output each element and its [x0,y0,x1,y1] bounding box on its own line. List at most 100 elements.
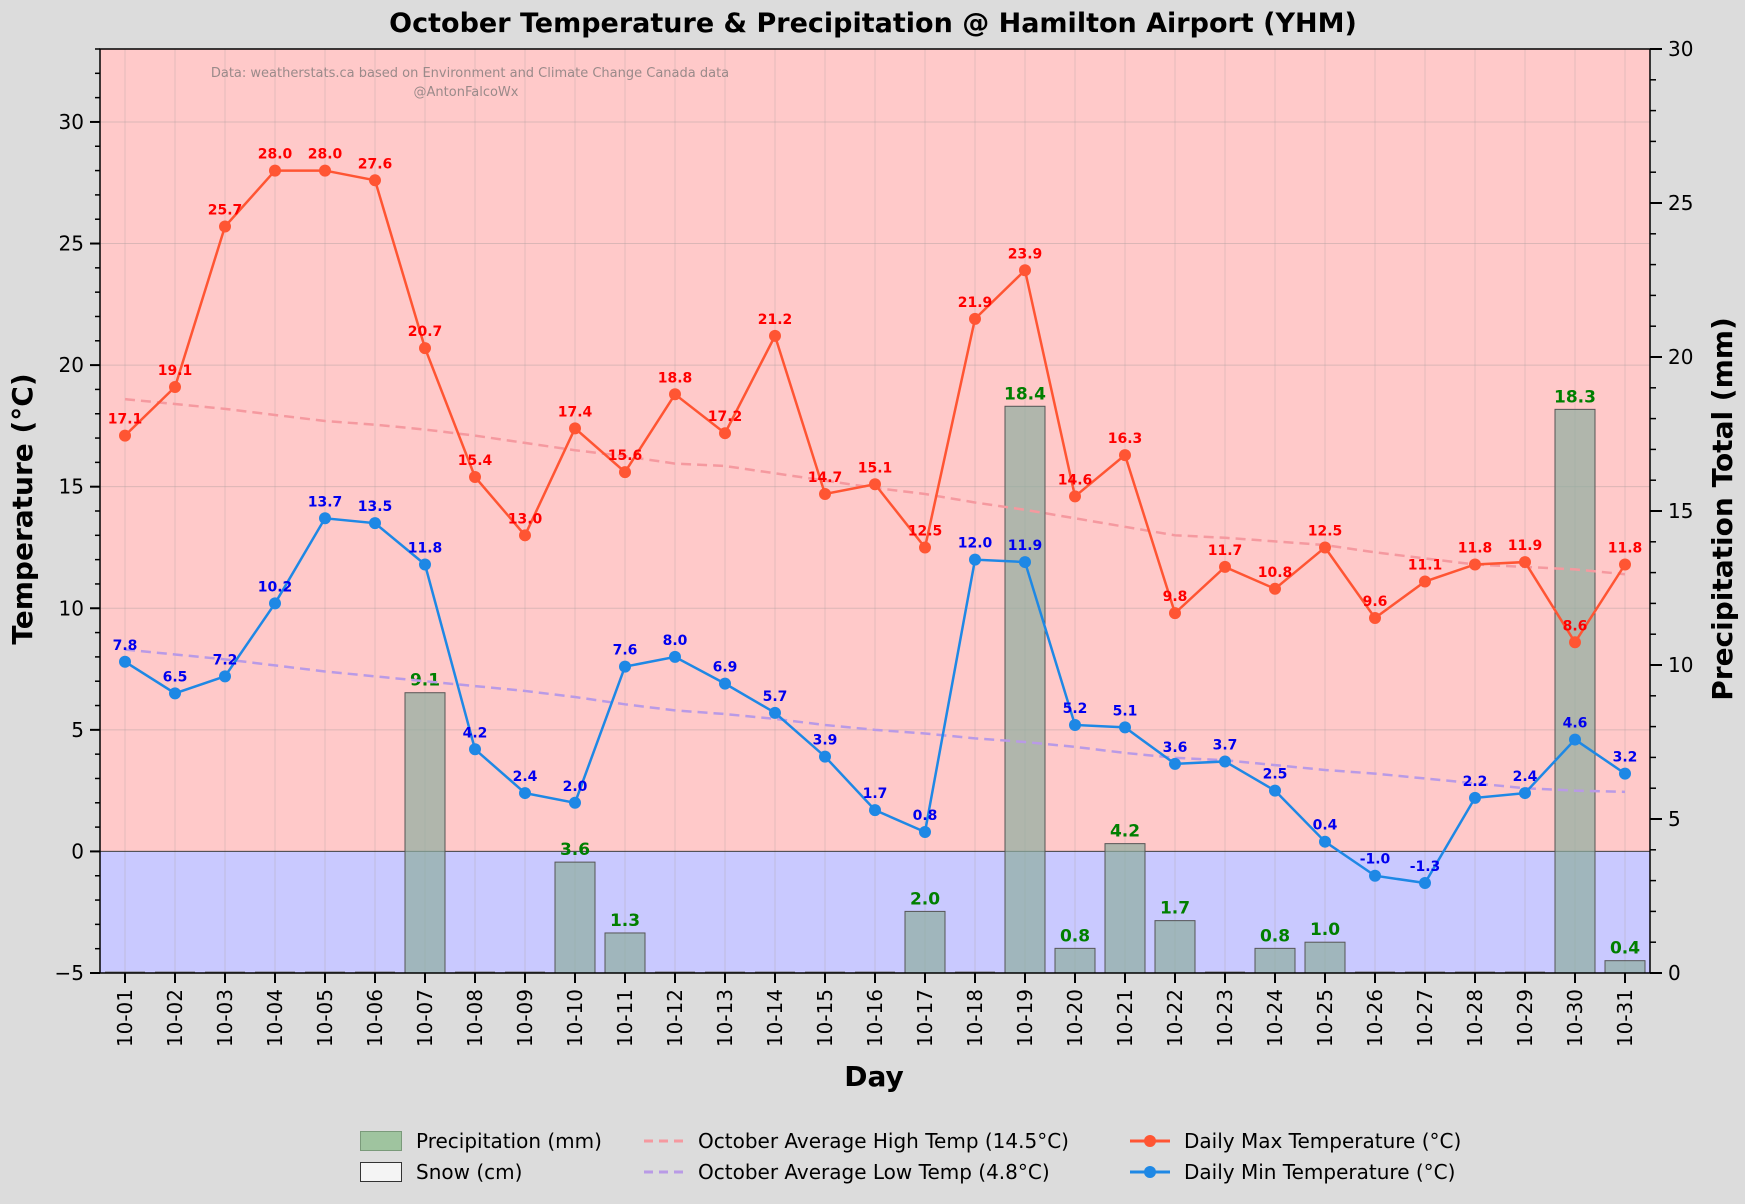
max-temp-point [169,380,181,393]
max-temp-value-label: 16.3 [1108,431,1143,447]
min-temp-value-label: 6.5 [163,669,188,685]
legend-label: October Average Low Temp (4.8°C) [698,1160,1050,1184]
precip-bar [1254,947,1296,974]
min-temp-point [619,660,631,673]
min-temp-point [1369,869,1381,882]
x-tick-label: 10-26 [1363,989,1387,1047]
x-tick-label: 10-08 [463,989,487,1047]
min-temp-value-label: 10.2 [258,579,293,595]
max-temp-point [1369,611,1381,624]
precip-bar [404,692,446,974]
min-temp-point [119,655,131,668]
x-tick-label: 10-22 [1163,989,1187,1047]
y-axis-right-label: Precipitation Total (mm) [1706,317,1739,701]
min-temp-point [669,650,681,663]
min-temp-value-label: 4.6 [1563,716,1588,732]
max-temp-value-label: 14.7 [808,470,843,486]
y-right-tick-label: 0 [1668,961,1681,985]
max-temp-value-label: 17.2 [708,409,743,425]
precip-swatch [360,1131,402,1151]
x-tick-label: 10-12 [663,989,687,1047]
watermark-source: Data: weatherstats.ca based on Environme… [211,66,729,81]
max-temp-point [119,429,131,442]
min-temp-point [819,750,831,763]
min-line-swatch [1130,1166,1170,1178]
max-temp-point [469,470,481,483]
max-temp-value-label: 9.6 [1363,594,1388,610]
y-right-tick-label: 5 [1668,807,1681,831]
max-temp-value-label: 20.7 [408,324,443,340]
max-temp-value-label: 11.8 [1458,540,1493,556]
precip-bar [1004,405,1046,974]
max-temp-value-label: 12.5 [1308,523,1343,539]
max-temp-point [869,478,881,491]
min-temp-value-label: 7.8 [113,638,138,654]
min-temp-value-label: 5.7 [763,689,788,705]
min-temp-point [1519,787,1531,800]
min-temp-value-label: 2.0 [563,779,588,795]
min-temp-point [1219,755,1231,768]
max-temp-value-label: 23.9 [1008,246,1043,262]
min-temp-value-label: 7.6 [613,643,638,659]
precip-bar [1104,843,1146,974]
x-tick-label: 10-31 [1613,989,1637,1047]
min-temp-value-label: 3.2 [1613,750,1638,766]
max-temp-point [1519,556,1531,569]
x-tick-label: 10-20 [1063,989,1087,1047]
min-temp-point [269,597,281,610]
legend-label: Daily Max Temperature (°C) [1184,1129,1462,1153]
max-temp-value-label: 11.7 [1208,543,1243,559]
precip-bar [554,861,596,974]
min-temp-point [369,517,381,530]
max-temp-value-label: 8.6 [1563,618,1588,634]
min-temp-value-label: 8.0 [663,633,688,649]
max-temp-value-label: 13.0 [508,511,543,527]
min-temp-point [719,677,731,690]
min-temp-point [1319,835,1331,848]
min-temp-point [769,706,781,719]
max-temp-point [819,487,831,500]
min-temp-value-label: 1.7 [863,786,888,802]
max-temp-value-label: 25.7 [208,203,243,219]
min-temp-point [1469,791,1481,804]
max-temp-point [319,164,331,177]
precip-value-label: 2.0 [910,889,940,909]
x-tick-label: 10-01 [113,989,137,1047]
min-temp-value-label: 13.5 [358,499,393,515]
y-right-tick-label: 30 [1668,37,1693,61]
min-temp-point [219,670,231,683]
max-temp-value-label: 15.4 [458,453,493,469]
max-temp-value-label: 27.6 [358,156,393,172]
precip-value-label: 0.8 [1060,926,1090,946]
min-temp-point [1069,718,1081,731]
precip-value-label: 1.7 [1160,899,1190,919]
precip-value-label: 18.4 [1004,384,1046,404]
plot-area: Data: weatherstats.ca based on Environme… [55,37,1694,1047]
max-temp-value-label: 12.5 [908,523,943,539]
avg-high-line-swatch [644,1139,684,1143]
precip-value-label: 9.1 [410,671,440,691]
x-tick-label: 10-09 [513,989,537,1047]
legend-item-avg-low: October Average Low Temp (4.8°C) [644,1159,1050,1185]
x-tick-label: 10-07 [413,989,437,1047]
precip-value-label: 3.6 [560,840,590,860]
min-temp-point [969,553,981,566]
min-temp-point [1169,757,1181,770]
legend-item-min: Daily Min Temperature (°C) [1130,1159,1455,1185]
x-tick-label: 10-29 [1513,989,1537,1047]
max-temp-point [1419,575,1431,588]
precip-bar [1554,408,1596,974]
min-temp-point [919,825,931,838]
y-right-tick-label: 20 [1668,345,1693,369]
legend-label: Snow (cm) [416,1160,523,1184]
max-temp-point [719,427,731,440]
y-left-tick-label: −5 [55,961,84,985]
max-temp-point [1119,449,1131,462]
max-temp-point [219,220,231,233]
x-tick-label: 10-24 [1263,989,1287,1047]
max-temp-value-label: 11.1 [1408,558,1443,574]
min-temp-point [469,743,481,756]
min-temp-point [319,512,331,525]
y-axis-left-label: Temperature (°C) [6,373,39,644]
min-temp-value-label: 11.9 [1008,538,1043,554]
